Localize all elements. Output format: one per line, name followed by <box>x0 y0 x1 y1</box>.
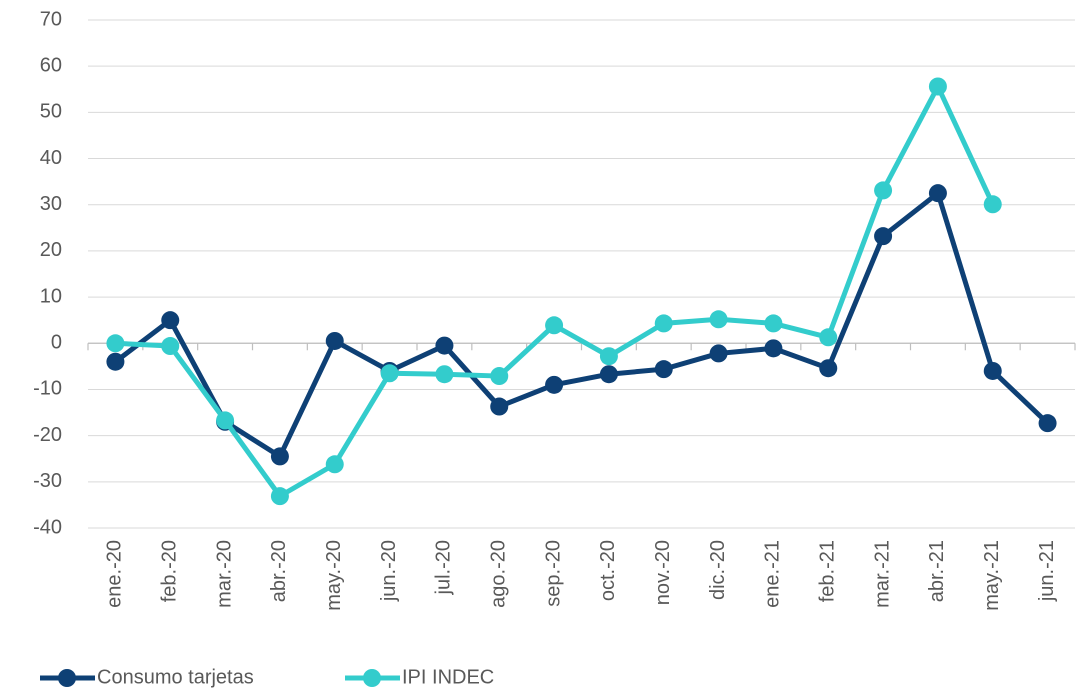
x-tick-label: jul.-20 <box>433 540 455 595</box>
marker <box>599 365 618 384</box>
x-tick-label: jun.-21 <box>1036 540 1058 602</box>
marker <box>106 334 125 353</box>
marker <box>764 339 783 358</box>
x-tick-label: mar.-21 <box>871 540 893 608</box>
marker <box>545 375 564 394</box>
y-tick-label: 20 <box>40 239 62 261</box>
marker <box>928 184 947 203</box>
y-tick-label: 70 <box>40 8 62 30</box>
marker <box>270 447 289 466</box>
x-tick-label: abr.-20 <box>268 540 290 602</box>
marker <box>161 311 180 330</box>
y-tick-label: 0 <box>51 332 62 354</box>
marker <box>106 352 125 371</box>
legend-marker <box>58 669 76 687</box>
x-tick-label: sep.-20 <box>542 540 564 607</box>
marker <box>819 359 838 378</box>
y-tick-label: -30 <box>33 470 62 492</box>
marker <box>599 347 618 366</box>
x-tick-label: feb.-21 <box>817 540 839 602</box>
marker <box>654 314 673 333</box>
x-tick-label: feb.-20 <box>159 540 181 602</box>
x-tick-label: oct.-20 <box>597 540 619 601</box>
legend-label: Consumo tarjetas <box>97 666 254 688</box>
marker <box>764 314 783 333</box>
legend-marker <box>363 669 381 687</box>
marker <box>709 344 728 363</box>
x-tick-label: ago.-20 <box>488 540 510 608</box>
x-tick-label: ene.-21 <box>762 540 784 608</box>
x-tick-label: jun.-20 <box>378 540 400 602</box>
x-tick-label: nov.-20 <box>652 540 674 605</box>
marker <box>490 397 509 416</box>
marker <box>819 328 838 347</box>
y-tick-label: -10 <box>33 378 62 400</box>
x-tick-label: abr.-21 <box>926 540 948 602</box>
marker <box>654 360 673 379</box>
marker <box>874 227 893 246</box>
marker <box>709 310 728 329</box>
marker <box>983 195 1002 214</box>
marker <box>545 316 564 335</box>
marker <box>435 336 454 355</box>
marker <box>983 361 1002 380</box>
marker <box>270 487 289 506</box>
series-line <box>113 190 1050 459</box>
y-tick-label: 50 <box>40 101 62 123</box>
marker <box>380 364 399 383</box>
marker <box>216 411 235 430</box>
y-tick-label: 40 <box>40 147 62 169</box>
y-tick-label: 60 <box>40 54 62 76</box>
marker <box>325 455 344 474</box>
marker <box>161 337 180 356</box>
marker <box>435 365 454 384</box>
marker <box>325 331 344 350</box>
x-tick-label: ene.-20 <box>104 540 126 608</box>
marker <box>928 77 947 96</box>
x-tick-label: dic.-20 <box>707 540 729 600</box>
legend-label: IPI INDEC <box>402 666 494 688</box>
x-tick-label: may.-20 <box>323 540 345 611</box>
marker <box>874 181 893 200</box>
y-tick-label: -20 <box>33 424 62 446</box>
marker <box>1038 414 1057 433</box>
x-tick-label: mar.-20 <box>213 540 235 608</box>
y-tick-label: -40 <box>33 516 62 538</box>
marker <box>490 367 509 386</box>
y-tick-label: 30 <box>40 193 62 215</box>
y-tick-label: 10 <box>40 285 62 307</box>
x-tick-label: may.-21 <box>981 540 1003 611</box>
